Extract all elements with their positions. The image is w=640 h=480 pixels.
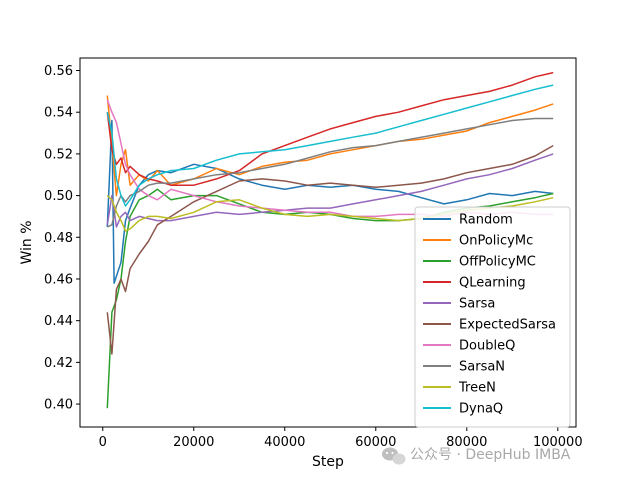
legend: Random OnPolicyMc OffPolicyMC QLearning Sars… (414, 206, 571, 428)
series-line-qlearning (106, 71, 554, 186)
y-axis-label: Win % (19, 220, 35, 264)
legend-label: SarsaN (459, 360, 505, 375)
series-line-onpolicymc (106, 95, 554, 197)
legend-label: DoubleQ (459, 339, 515, 354)
y-tick-label: 0.46 (44, 272, 73, 287)
series-line-sarsan (106, 117, 554, 228)
y-tick-label: 0.40 (44, 398, 73, 413)
x-tick-label: 40000 (264, 435, 305, 450)
x-tick-label: 100000 (533, 435, 583, 450)
plot-area-frame (79, 57, 577, 428)
legend-label: ExpectedSarsa (459, 318, 556, 333)
y-tick-label: 0.52 (44, 147, 73, 162)
legend-box (414, 206, 571, 428)
y-tick-label: 0.56 (44, 64, 73, 79)
x-tick-label: 20000 (173, 435, 214, 450)
legend-label: TreeN (458, 381, 496, 396)
series-line-expectedsarsa (106, 144, 554, 355)
x-tick-label: 0 (99, 435, 107, 450)
y-tick-label: 0.48 (44, 231, 73, 246)
y-tick-label: 0.50 (44, 189, 73, 204)
x-axis-label: Step (312, 454, 344, 470)
x-tick-label: 80000 (446, 435, 487, 450)
watermark: 公众号 · DeepHub IMBA (382, 447, 571, 465)
y-tick-label: 0.54 (44, 106, 73, 121)
series-line-dynaq (106, 84, 554, 207)
y-tick-label: 0.44 (44, 314, 73, 329)
legend-label: Sarsa (459, 297, 495, 312)
y-tick-label: 0.42 (44, 356, 73, 371)
x-tick-label: 60000 (355, 435, 396, 450)
series-line-sarsa (106, 153, 554, 228)
axis-ticks: 0 20000 40000 60000 80000 100000 0.40 0.42 0.44 0… (44, 64, 583, 450)
legend-label: OnPolicyMc (459, 234, 533, 249)
wechat-icon (382, 447, 406, 465)
legend-label: Random (459, 213, 513, 228)
legend-label: DynaQ (459, 402, 503, 417)
legend-label: QLearning (459, 276, 526, 291)
legend-label: OffPolicyMC (459, 255, 536, 270)
watermark-text: 公众号 · DeepHub IMBA (410, 447, 571, 463)
